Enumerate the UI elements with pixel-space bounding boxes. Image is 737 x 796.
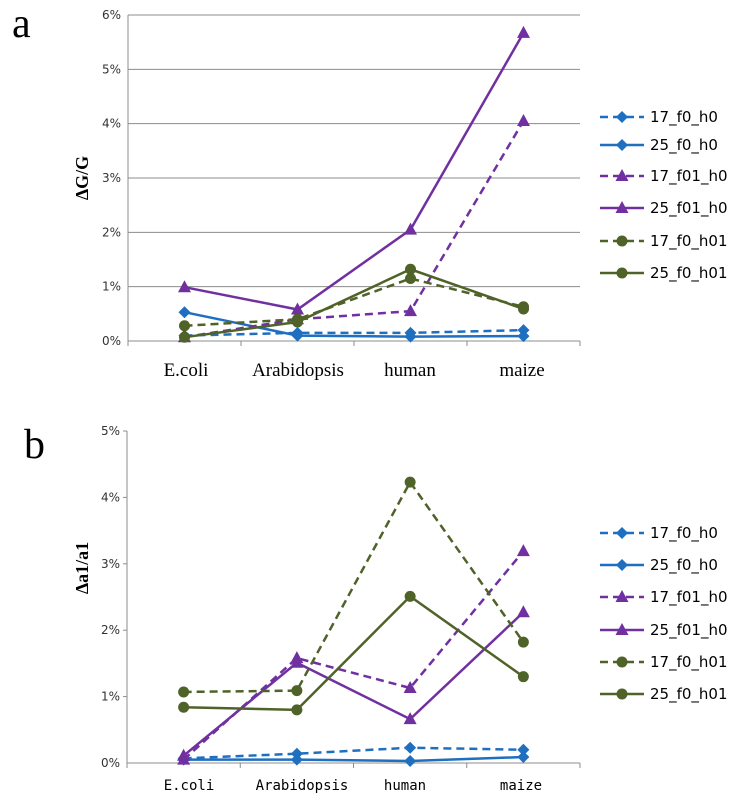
pb-series-point (291, 704, 303, 716)
pa-legend-label: 17_f0_h01 (650, 232, 728, 251)
pb-series-line-17_f0_h0 (183, 746, 524, 760)
pb-series-point (517, 636, 529, 648)
pb-y-tick-label: 0% (101, 756, 120, 770)
pa-series-line-25_f0_h0 (184, 310, 524, 338)
pa-category-label: maize (499, 360, 544, 381)
pa-series-point (517, 25, 530, 38)
pa-legend-marker (615, 201, 629, 213)
pb-category-label: human (384, 778, 426, 794)
pa-legend-marker (616, 111, 628, 123)
pb-series-point (404, 476, 416, 488)
pb-series-point (517, 671, 529, 683)
pb-series-point (178, 701, 190, 713)
pa-series-point (179, 331, 190, 343)
pb-series-point (291, 685, 303, 697)
pb-legend-marker (616, 559, 628, 571)
pa-series-line-25_f0_h01 (184, 267, 524, 339)
pb-series-line-25_f01_h0 (182, 611, 525, 757)
pb-series-point (404, 755, 417, 768)
pb-y-tick-label: 3% (101, 557, 120, 571)
pa-series-line-17_f01_h0 (184, 120, 525, 339)
pa-series-point (517, 113, 530, 126)
pa-legend-label: 17_f01_h0 (650, 167, 728, 186)
panel-a-label: a (12, 1, 31, 47)
chart-b: 0% 1% 2% 3% 4% 5% E.coli Arabidopsis human maize Δ… (72, 424, 728, 794)
pb-legend-marker (615, 623, 629, 635)
pa-y-tick-label: 3% (102, 171, 121, 185)
pa-series-point (291, 329, 304, 342)
panel-b-label: b (24, 422, 45, 468)
pb-series-point (403, 680, 417, 693)
pa-y-tick-label: 0% (102, 334, 121, 348)
pa-y-tick-label: 1% (102, 280, 121, 294)
pb-series-point (516, 544, 530, 557)
pa-series-point (404, 304, 417, 317)
pb-series-line-25_f0_h0 (183, 755, 524, 763)
pb-series-point (404, 741, 417, 754)
pb-series-line-25_f0_h01 (183, 594, 525, 712)
pb-legend-label: 25_f0_h0 (650, 556, 718, 575)
pb-y-tick-label: 5% (101, 424, 120, 438)
pb-series-point (177, 748, 191, 761)
pb-legend-label: 17_f01_h0 (650, 588, 728, 607)
pb-legend-marker (616, 656, 628, 668)
pb-category-label: E.coli (164, 778, 215, 794)
pb-legend-label: 25_f0_h01 (650, 685, 728, 704)
pa-legend-label: 25_f01_h0 (650, 199, 728, 218)
pa-category-label: human (384, 360, 436, 381)
pa-legend-label: 17_f0_h0 (650, 108, 718, 127)
pa-category-label: Arabidopsis (252, 360, 344, 381)
pa-y-tick-label: 6% (102, 8, 121, 22)
pb-legend-marker (616, 688, 628, 700)
pa-y-tick-label: 2% (102, 225, 121, 239)
pb-legend-marker (616, 527, 628, 539)
pa-series-point (292, 316, 303, 328)
pb-y-tick-label: 1% (101, 690, 120, 704)
pa-legend-label: 25_f0_h0 (650, 136, 718, 155)
pb-y-axis-label: Δa1/a1 (72, 542, 92, 594)
chart-a: 0% 1% 2% 3% 4% 5% 6% E.coli Arabidopsis human maiz… (72, 8, 728, 381)
pb-series-point (290, 655, 304, 668)
pb-series-line-17_f01_h0 (182, 550, 525, 761)
pb-series-point (178, 686, 190, 698)
pa-series-point (291, 302, 304, 315)
pb-category-label: maize (500, 778, 542, 794)
pb-legend-label: 17_f0_h0 (650, 524, 718, 543)
pa-series-line-17_f0_h01 (184, 277, 524, 328)
pa-series-point (517, 330, 530, 343)
pa-series-point (405, 263, 416, 275)
pa-category-label: E.coli (164, 360, 209, 381)
pb-series-point (516, 605, 530, 618)
pb-legend-label: 17_f0_h01 (650, 653, 728, 672)
pb-series-point (404, 590, 416, 602)
pb-y-tick-label: 2% (101, 623, 120, 637)
pa-series-line-25_f01_h0 (184, 32, 525, 311)
pa-y-tick-label: 5% (102, 62, 121, 76)
pa-legend-marker (616, 267, 628, 279)
pb-series-point (517, 751, 530, 764)
pb-legend-label: 25_f01_h0 (650, 621, 728, 640)
pa-series-point (178, 280, 191, 293)
pa-y-axis-label: ΔG/G (72, 156, 92, 200)
pa-series-point (404, 330, 417, 343)
pa-series-point (405, 273, 416, 285)
pb-y-tick-label: 4% (101, 490, 120, 504)
pb-series-line-17_f0_h01 (183, 479, 525, 694)
pa-legend-label: 25_f0_h01 (650, 264, 728, 283)
pb-series-point (290, 753, 303, 766)
pa-series-point (404, 222, 417, 235)
pb-legend-marker (615, 590, 629, 602)
pa-series-point (179, 320, 190, 332)
pa-series-point (178, 306, 191, 319)
pa-y-tick-label: 4% (102, 117, 121, 131)
pa-series-point (518, 303, 529, 315)
pb-series-point (517, 743, 530, 756)
pa-series-line-17_f0_h0 (184, 328, 524, 337)
pb-category-label: Arabidopsis (256, 778, 349, 794)
pa-legend-marker (616, 235, 628, 247)
pb-series-point (403, 712, 417, 725)
pa-legend-marker (615, 169, 629, 181)
pa-legend-marker (616, 139, 628, 151)
